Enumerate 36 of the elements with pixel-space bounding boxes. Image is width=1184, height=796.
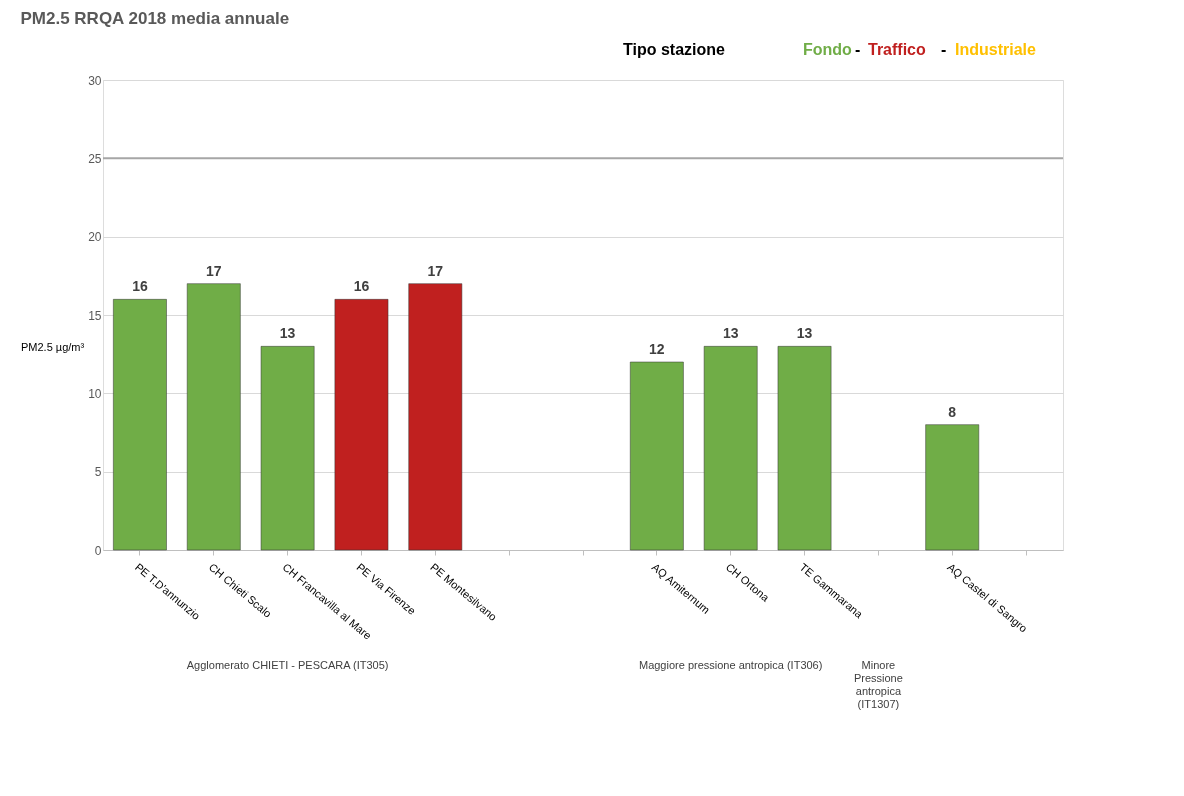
bar	[703, 346, 758, 551]
text: Minore Pressione antropica (IT1307)	[853, 659, 903, 710]
data-label: 13	[796, 325, 813, 342]
bar	[777, 346, 832, 551]
text: Fondo	[803, 41, 853, 58]
text: Maggiore pressione antropica (IT306)	[638, 659, 823, 671]
data-label: 12	[649, 341, 665, 357]
bar	[260, 346, 315, 551]
bar	[630, 361, 684, 551]
text: Traffico	[868, 41, 927, 58]
data-label: 8	[948, 403, 957, 420]
bar	[408, 283, 463, 551]
text: -	[855, 41, 861, 58]
data-label: 13	[279, 325, 296, 342]
y-tick-label: 25	[88, 151, 102, 166]
chart-title: PM2.5 RRQA 2018 media annuale	[20, 9, 290, 28]
y-tick-label: 30	[88, 73, 102, 88]
data-label: 17	[205, 262, 222, 279]
data-label: 13	[722, 325, 739, 342]
y-tick-label: 10	[88, 386, 102, 401]
text: Industriale	[955, 41, 1037, 58]
y-tick-label: 5	[94, 465, 102, 480]
data-label: 16	[353, 278, 370, 295]
data-label: 16	[132, 278, 148, 295]
text: -	[941, 41, 947, 58]
bar	[113, 299, 167, 551]
text: Tipo stazione	[623, 41, 726, 58]
bar	[925, 424, 980, 551]
y-tick-label: 15	[88, 308, 102, 323]
text: Agglomerato CHIETI - PESCARA (IT305)	[186, 659, 389, 671]
y-tick-label: 20	[88, 230, 102, 245]
data-label: 17	[427, 262, 444, 279]
y-axis-title: PM2.5 µg/m³	[20, 341, 85, 354]
bar	[334, 299, 389, 551]
y-tick-label: 0	[94, 543, 102, 558]
bar	[186, 283, 241, 551]
